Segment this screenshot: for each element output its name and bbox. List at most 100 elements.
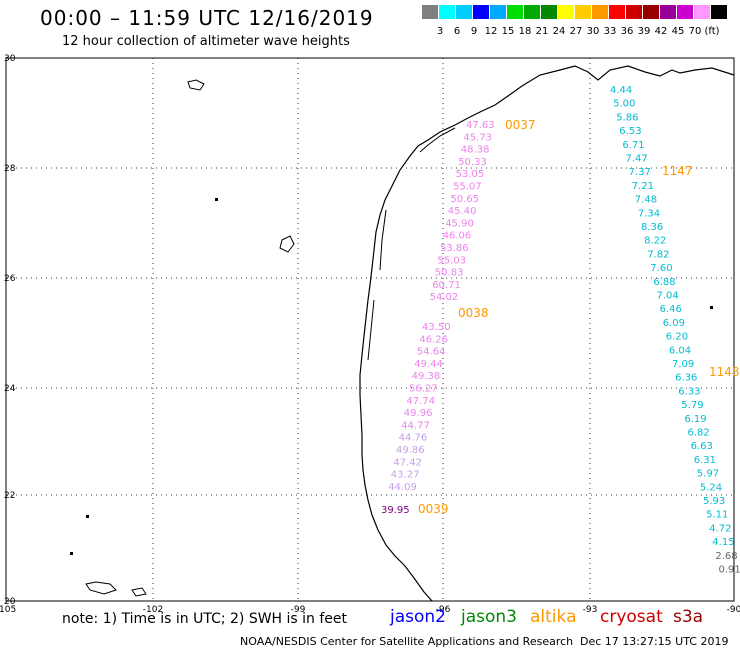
pass-time-label: 1148 [709, 365, 740, 379]
wave-height-label: 7.47 [626, 154, 648, 165]
wave-height-label: 47.42 [393, 457, 422, 468]
satellite-name: jason3 [461, 607, 517, 627]
wave-height-label: 54.64 [417, 347, 446, 358]
map-frame [5, 57, 735, 602]
wave-height-label: 7.37 [629, 167, 651, 178]
legend-label: 42 [654, 26, 668, 37]
wave-height-label: 45.40 [448, 206, 477, 217]
longitude-label: -93 [583, 605, 598, 615]
longitude-label: -99 [291, 605, 306, 615]
wave-height-label: 5.97 [697, 469, 719, 480]
wave-height-label: 5.00 [613, 99, 635, 110]
wave-height-label: 6.71 [622, 140, 644, 151]
legend-swatch [711, 5, 727, 19]
wave-height-label: 55.03 [437, 255, 466, 266]
legend-swatch [456, 5, 472, 19]
longitude-label: -105 [0, 605, 16, 615]
wave-height-label: 50.33 [458, 157, 487, 168]
legend-swatch [490, 5, 506, 19]
legend-swatch [677, 5, 693, 19]
legend-label: 39 [637, 26, 651, 37]
longitude-label: -102 [143, 605, 163, 615]
island-4 [86, 515, 89, 518]
legend-swatch [575, 5, 591, 19]
credit-line: NOAA/NESDIS Center for Satellite Applica… [240, 635, 574, 648]
island-1 [85, 581, 117, 595]
legend-swatch [660, 5, 676, 19]
wave-height-label: 8.36 [641, 222, 663, 233]
legend-label: (ft) [704, 26, 720, 37]
legend-swatch [626, 5, 642, 19]
wave-height-label: 4.15 [712, 537, 734, 548]
wave-height-label: 49.38 [412, 371, 441, 382]
legend-label: 6 [453, 26, 461, 37]
wave-height-label: 56.27 [409, 384, 438, 395]
wave-height-label: 53.05 [456, 169, 485, 180]
satellite-name: s3a [673, 607, 704, 627]
latitude-label: 24 [4, 384, 16, 394]
legend-label: 30 [586, 26, 600, 37]
latitude-label: 22 [4, 491, 15, 501]
wave-height-label: 7.21 [632, 181, 654, 192]
legend-label: 27 [569, 26, 583, 37]
legend-label: 15 [501, 26, 515, 37]
legend-label: 36 [620, 26, 634, 37]
wave-height-label: 6.04 [669, 345, 691, 356]
longitude-label: -90 [727, 605, 740, 615]
wave-height-label: 6.31 [694, 455, 716, 466]
legend-label: 24 [552, 26, 566, 37]
legend-swatch [643, 5, 659, 19]
barrier-island-3 [367, 299, 375, 361]
wave-height-label: 47.63 [466, 120, 495, 131]
wave-height-label: 6.82 [688, 428, 710, 439]
satellite-name: cryosat [600, 607, 663, 627]
legend-label: 9 [470, 26, 478, 37]
wave-height-label: 46.06 [443, 231, 472, 242]
wave-height-label: 49.86 [396, 445, 425, 456]
wave-height-label: 50.83 [435, 268, 464, 279]
legend-swatch [473, 5, 489, 19]
wave-height-label: 44.77 [401, 420, 430, 431]
legend-swatch [694, 5, 710, 19]
island-2 [131, 587, 147, 597]
wave-height-label: 60.71 [432, 280, 461, 291]
wave-height-label: 55.07 [453, 182, 482, 193]
wave-height-label: 43.50 [422, 322, 451, 333]
wave-height-label: 5.24 [700, 482, 722, 493]
wave-height-label: 7.09 [672, 359, 694, 370]
legend-swatch [439, 5, 455, 19]
wave-height-label: 6.20 [666, 332, 688, 343]
generation-timestamp: Dec 17 13:27:15 UTC 2019 [580, 635, 729, 648]
legend-swatch [609, 5, 625, 19]
wave-height-label: 5.79 [681, 400, 703, 411]
wave-height-label: 6.46 [660, 304, 682, 315]
latitude-label: 26 [4, 274, 16, 284]
wave-height-label: 5.11 [706, 510, 728, 521]
wave-height-label: 6.53 [619, 126, 641, 137]
wave-height-label: 44.09 [388, 482, 417, 493]
wave-height-label: 49.44 [414, 359, 443, 370]
island-5 [215, 198, 218, 201]
wave-height-label: 2.68 [715, 551, 737, 562]
legend-label: 12 [484, 26, 498, 37]
wave-height-label: 44.76 [399, 433, 428, 444]
wave-height-label: 6.88 [653, 277, 675, 288]
island-6 [710, 306, 713, 309]
satellite-name: jason2 [390, 607, 446, 627]
wave-height-label: 53.86 [440, 243, 469, 254]
legend-swatch [524, 5, 540, 19]
legend-label: 45 [671, 26, 685, 37]
legend-swatch [422, 5, 438, 19]
wave-height-label: 8.22 [644, 236, 666, 247]
legend-swatch [558, 5, 574, 19]
wave-height-label: 5.93 [703, 496, 725, 507]
latitude-label: 20 [4, 597, 16, 607]
legend-label: 3 [436, 26, 444, 37]
barrier-island-2 [379, 209, 387, 271]
gulf-coastline [359, 65, 735, 602]
legend-label: 18 [518, 26, 532, 37]
wave-height-label: 6.33 [678, 386, 700, 397]
axis-labels: -105 -102 -99 -96 -93 -90 30 28 26 24 22 20 [0, 54, 740, 615]
